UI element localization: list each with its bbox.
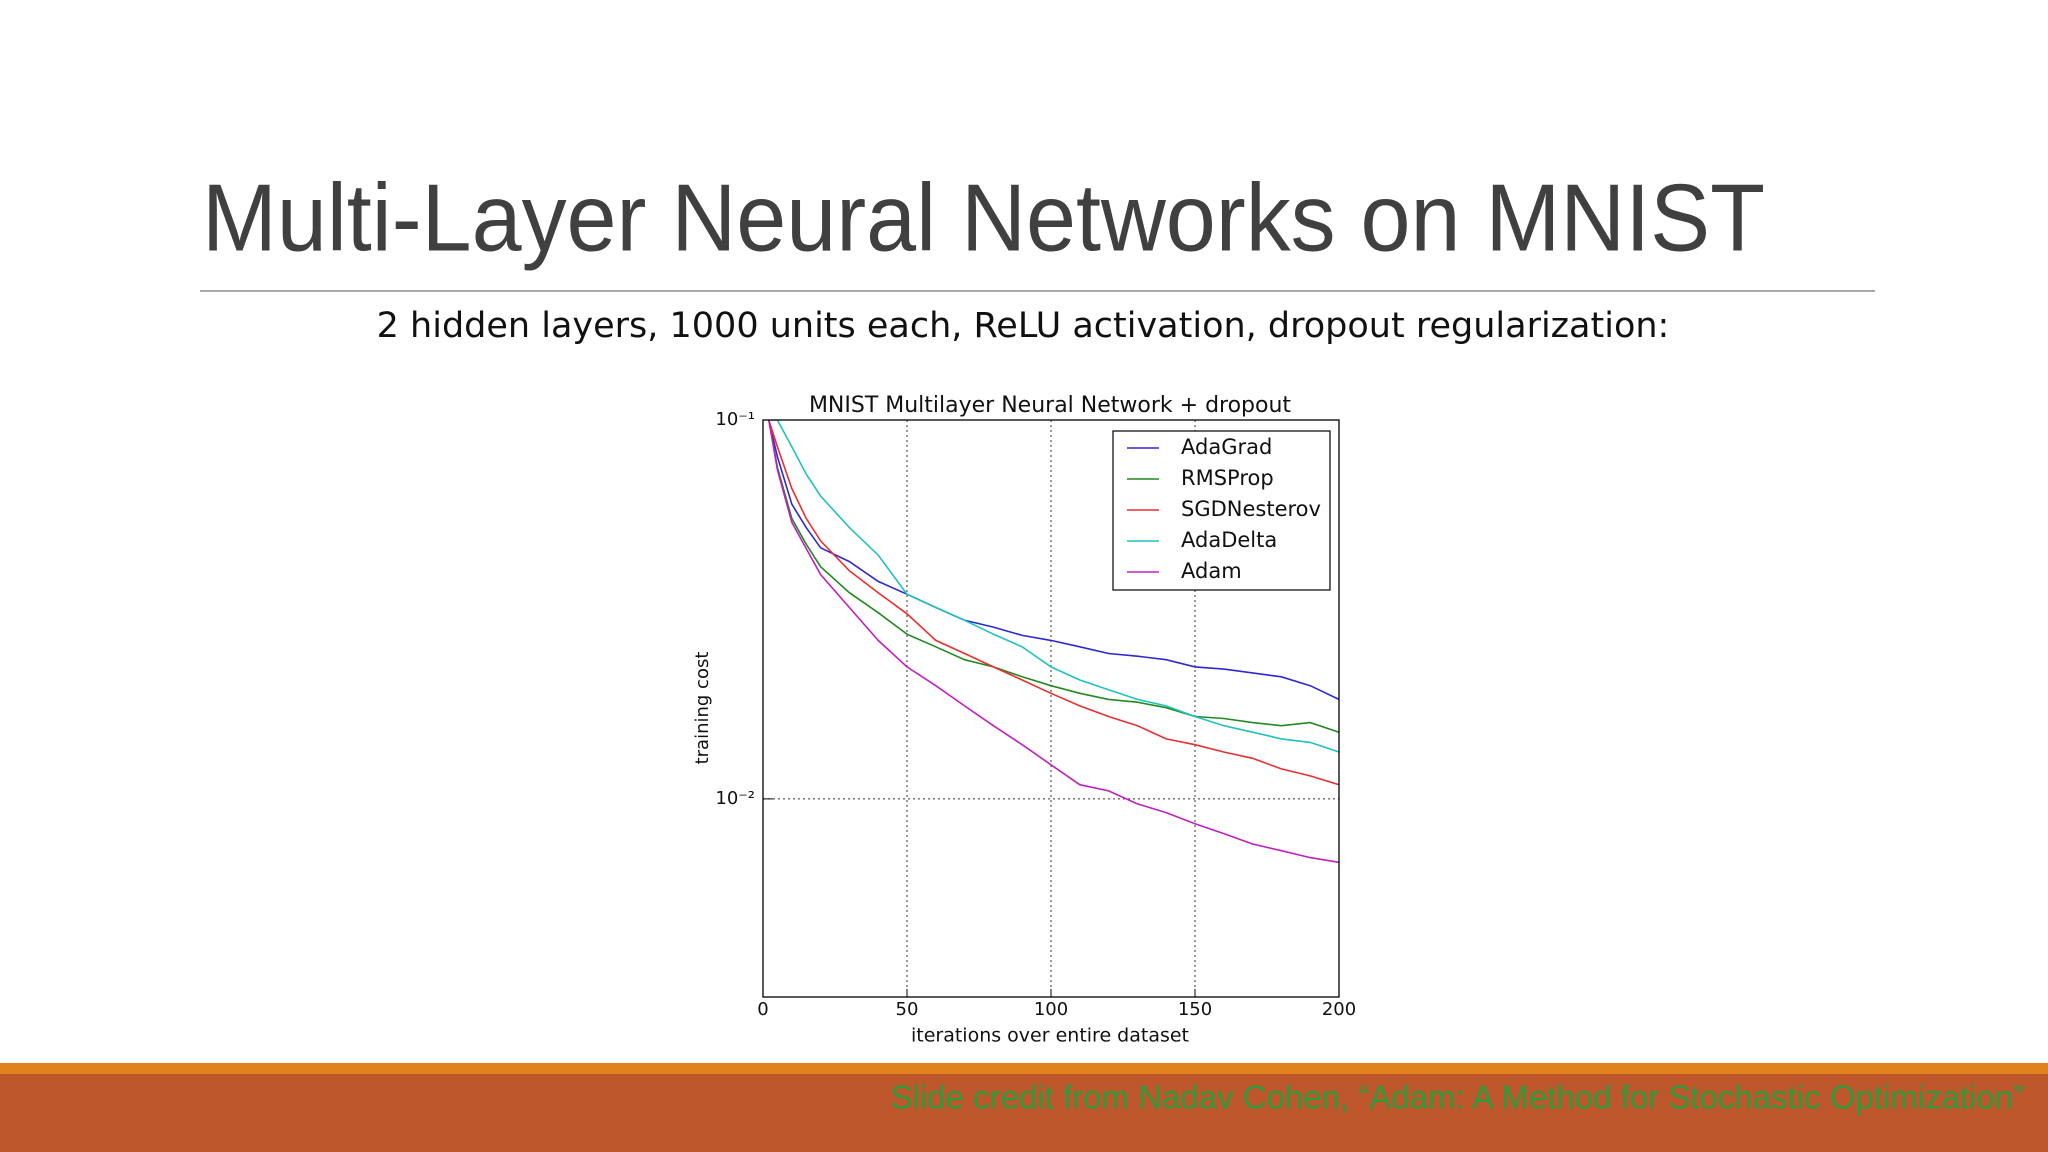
series-line [768, 420, 1339, 786]
x-tick-label: 200 [1322, 999, 1356, 1020]
x-tick-label: 50 [896, 999, 919, 1020]
legend-label: AdaGrad [1181, 435, 1272, 459]
footer-stripe [0, 1063, 2048, 1074]
legend-label: SGDNesterov [1181, 497, 1321, 521]
plot-frame [762, 419, 1340, 998]
y-axis-label: training cost [692, 652, 713, 765]
legend-label: RMSProp [1181, 466, 1274, 490]
subtitle: 2 hidden layers, 1000 units each, ReLU a… [377, 306, 1670, 346]
slide-credit: Slide credit from Nadav Cohen, “Adam: A … [890, 1079, 2024, 1116]
legend-label: AdaDelta [1181, 528, 1277, 552]
series-line [768, 420, 1339, 753]
series-line [768, 420, 1339, 864]
series-line [768, 420, 1339, 733]
legend-label: Adam [1181, 559, 1242, 583]
x-tick-label: 0 [757, 999, 768, 1020]
y-tick-label: 10⁻¹ [715, 409, 755, 430]
x-tick-label: 100 [1034, 999, 1068, 1020]
x-tick-label: 150 [1178, 999, 1212, 1020]
y-tick-label: 10⁻² [715, 788, 755, 809]
x-axis-label: iterations over entire dataset [911, 1025, 1189, 1047]
chart-title: MNIST Multilayer Neural Network + dropou… [809, 393, 1291, 418]
slide-title: Multi-Layer Neural Networks on MNIST [202, 164, 1765, 271]
series-line [768, 420, 1339, 701]
footer-band [0, 1074, 2048, 1152]
